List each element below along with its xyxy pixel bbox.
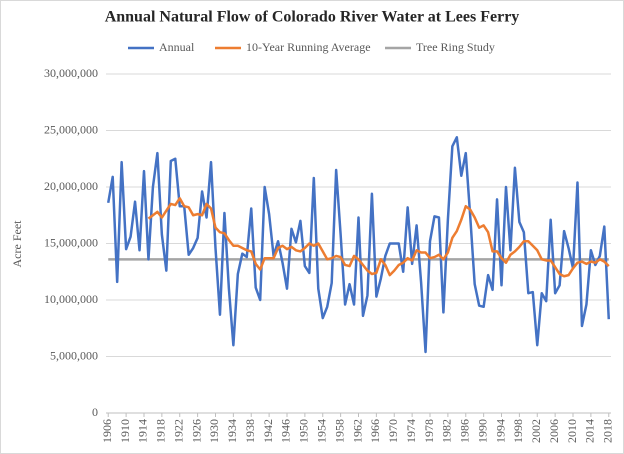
y-tick-label: 5,000,000	[50, 348, 98, 362]
x-tick-label: 1966	[368, 419, 382, 443]
legend-label: Annual	[159, 40, 195, 54]
series-line	[147, 197, 610, 278]
x-tick-label: 2018	[601, 419, 615, 443]
y-axis-label: Acre Feet	[10, 220, 24, 268]
x-tick-label: 2014	[583, 419, 597, 443]
x-tick-label: 1910	[118, 419, 132, 443]
x-tick-label: 1974	[404, 419, 418, 443]
y-tick-label: 30,000,000	[44, 66, 98, 80]
y-tick-label: 0	[92, 405, 98, 419]
legend-label: 10-Year Running Average	[246, 40, 371, 54]
x-tick-label: 1954	[314, 419, 328, 443]
legend-label: Tree Ring Study	[416, 40, 495, 54]
x-tick-label: 2002	[529, 419, 543, 443]
x-tick-label: 1990	[475, 419, 489, 443]
x-tick-label: 1942	[261, 419, 275, 443]
x-tick-label: 1994	[493, 419, 507, 443]
x-tick-label: 1906	[100, 419, 114, 443]
x-tick-label: 2006	[547, 419, 561, 443]
x-tick-label: 1938	[243, 419, 257, 443]
x-tick-label: 1922	[171, 419, 185, 443]
y-tick-label: 20,000,000	[44, 179, 98, 193]
x-tick-label: 1962	[350, 419, 364, 443]
series-line	[106, 136, 611, 354]
x-tick-label: 1914	[136, 419, 150, 443]
y-tick-label: 10,000,000	[44, 292, 98, 306]
y-tick-label: 25,000,000	[44, 122, 98, 136]
x-tick-label: 1934	[225, 419, 239, 443]
x-tick-label: 1946	[279, 419, 293, 443]
x-tick-label: 1982	[440, 419, 454, 443]
x-tick-label: 1950	[297, 419, 311, 443]
x-tick-label: 1918	[154, 419, 168, 443]
x-tick-label: 1926	[189, 419, 203, 443]
x-tick-label: 1930	[207, 419, 221, 443]
x-tick-label: 1978	[422, 419, 436, 443]
x-tick-label: 1986	[458, 419, 472, 443]
x-tick-label: 1958	[332, 419, 346, 443]
chart-title: Annual Natural Flow of Colorado River Wa…	[105, 9, 520, 26]
x-tick-label: 1998	[511, 419, 525, 443]
x-tick-label: 2010	[565, 419, 579, 443]
y-tick-label: 15,000,000	[44, 235, 98, 249]
x-tick-label: 1970	[386, 419, 400, 443]
